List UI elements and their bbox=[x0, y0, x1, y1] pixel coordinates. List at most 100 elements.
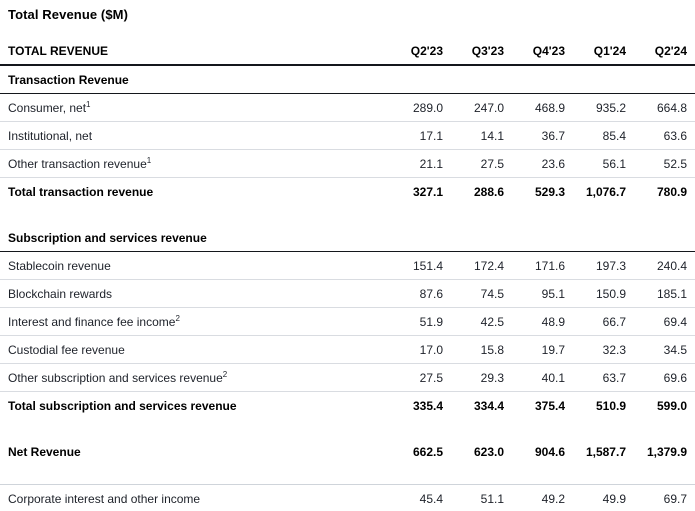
column-header-q2-23: Q2'23 bbox=[390, 37, 451, 65]
value-cell: 95.1 bbox=[512, 280, 573, 308]
value-cell: 34.5 bbox=[634, 336, 695, 364]
row-label: Subscription and services revenue bbox=[8, 231, 207, 245]
value-cell: 510.9 bbox=[573, 392, 634, 420]
revenue-report-page: Total Revenue ($M) TOTAL REVENUE Q2'23 Q… bbox=[0, 0, 695, 511]
row-label-cell: Stablecoin revenue bbox=[0, 252, 390, 280]
value-cell: 74.5 bbox=[451, 280, 512, 308]
value-cell: 63.7 bbox=[573, 364, 634, 392]
table-row-subscription-and-services-revenue: Subscription and services revenue bbox=[0, 224, 695, 252]
table-row-spacer bbox=[0, 205, 695, 224]
spacer-cell bbox=[0, 205, 695, 224]
value-cell: 240.4 bbox=[634, 252, 695, 280]
value-cell: 56.1 bbox=[573, 150, 634, 178]
value-cell bbox=[573, 65, 634, 94]
value-cell: 27.5 bbox=[451, 150, 512, 178]
row-label: Total subscription and services revenue bbox=[8, 399, 237, 413]
value-cell: 17.0 bbox=[390, 336, 451, 364]
value-cell: 150.9 bbox=[573, 280, 634, 308]
row-label-cell: Total transaction revenue bbox=[0, 178, 390, 206]
table-row-transaction-revenue: Transaction Revenue bbox=[0, 65, 695, 94]
value-cell: 334.4 bbox=[451, 392, 512, 420]
value-cell: 247.0 bbox=[451, 94, 512, 122]
footnote-marker: 2 bbox=[175, 314, 179, 323]
value-cell: 662.5 bbox=[390, 438, 451, 465]
value-cell: 51.9 bbox=[390, 308, 451, 336]
value-cell: 87.6 bbox=[390, 280, 451, 308]
value-cell: 69.6 bbox=[634, 364, 695, 392]
footnote-marker: 1 bbox=[86, 100, 90, 109]
row-label: Consumer, net bbox=[8, 101, 86, 115]
footnote-marker: 1 bbox=[147, 156, 151, 165]
row-label-cell: Other transaction revenue1 bbox=[0, 150, 390, 178]
value-cell: 32.3 bbox=[573, 336, 634, 364]
value-cell bbox=[512, 65, 573, 94]
table-row-institutional-net: Institutional, net 17.114.136.785.463.6 bbox=[0, 122, 695, 150]
table-row-other-transaction-revenue: Other transaction revenue121.127.523.656… bbox=[0, 150, 695, 178]
value-cell bbox=[451, 65, 512, 94]
value-cell: 151.4 bbox=[390, 252, 451, 280]
value-cell bbox=[451, 224, 512, 252]
row-label: Stablecoin revenue bbox=[8, 259, 111, 273]
value-cell: 48.9 bbox=[512, 308, 573, 336]
value-cell: 623.0 bbox=[451, 438, 512, 465]
spacer-cell bbox=[0, 419, 695, 438]
value-cell: 185.1 bbox=[634, 280, 695, 308]
page-title: Total Revenue ($M) bbox=[0, 0, 695, 22]
row-label-cell: Consumer, net1 bbox=[0, 94, 390, 122]
value-cell bbox=[634, 65, 695, 94]
row-label: Corporate interest and other income bbox=[8, 492, 200, 506]
value-cell: 1,379.9 bbox=[634, 438, 695, 465]
value-cell: 172.4 bbox=[451, 252, 512, 280]
table-row-blockchain-rewards: Blockchain rewards 87.674.595.1150.9185.1 bbox=[0, 280, 695, 308]
table-row-stablecoin-revenue: Stablecoin revenue151.4172.4171.6197.324… bbox=[0, 252, 695, 280]
row-label: Blockchain rewards bbox=[8, 287, 112, 301]
row-label: Institutional, net bbox=[8, 129, 92, 143]
value-cell: 1,587.7 bbox=[573, 438, 634, 465]
row-label: Custodial fee revenue bbox=[8, 343, 125, 357]
table-row-spacer bbox=[0, 419, 695, 438]
table-row-total-transaction-revenue: Total transaction revenue327.1288.6529.3… bbox=[0, 178, 695, 206]
value-cell: 664.8 bbox=[634, 94, 695, 122]
value-cell: 85.4 bbox=[573, 122, 634, 150]
value-cell: 171.6 bbox=[512, 252, 573, 280]
value-cell: 51.1 bbox=[451, 485, 512, 511]
value-cell: 27.5 bbox=[390, 364, 451, 392]
value-cell: 49.2 bbox=[512, 485, 573, 511]
value-cell: 17.1 bbox=[390, 122, 451, 150]
row-label-cell: Subscription and services revenue bbox=[0, 224, 390, 252]
value-cell: 14.1 bbox=[451, 122, 512, 150]
value-cell: 36.7 bbox=[512, 122, 573, 150]
value-cell: 19.7 bbox=[512, 336, 573, 364]
table-row-custodial-fee-revenue: Custodial fee revenue 17.015.819.732.334.… bbox=[0, 336, 695, 364]
table-body: Transaction RevenueConsumer, net1289.024… bbox=[0, 65, 695, 511]
value-cell: 63.6 bbox=[634, 122, 695, 150]
table-row-spacer bbox=[0, 465, 695, 485]
value-cell: 780.9 bbox=[634, 178, 695, 206]
table-row-net-revenue: Net Revenue 662.5623.0904.61,587.71,379.9 bbox=[0, 438, 695, 465]
value-cell: 375.4 bbox=[512, 392, 573, 420]
row-label-cell: Total subscription and services revenue bbox=[0, 392, 390, 420]
table-row-interest-and-finance-fee-income: Interest and finance fee income251.942.5… bbox=[0, 308, 695, 336]
row-label: Total transaction revenue bbox=[8, 185, 153, 199]
value-cell: 66.7 bbox=[573, 308, 634, 336]
row-label-cell: Institutional, net bbox=[0, 122, 390, 150]
table-row-total-subscription-and-services-revenue: Total subscription and services revenue 3… bbox=[0, 392, 695, 420]
value-cell: 42.5 bbox=[451, 308, 512, 336]
value-cell: 904.6 bbox=[512, 438, 573, 465]
value-cell: 15.8 bbox=[451, 336, 512, 364]
value-cell: 1,076.7 bbox=[573, 178, 634, 206]
row-label: Net Revenue bbox=[8, 445, 81, 459]
value-cell: 52.5 bbox=[634, 150, 695, 178]
revenue-table: TOTAL REVENUE Q2'23 Q3'23 Q4'23 Q1'24 Q2… bbox=[0, 37, 695, 511]
table-row-other-subscription-and-services-revenue: Other subscription and services revenue 2… bbox=[0, 364, 695, 392]
row-label-cell: Custodial fee revenue bbox=[0, 336, 390, 364]
row-label: Other subscription and services revenue bbox=[8, 371, 223, 385]
value-cell: 289.0 bbox=[390, 94, 451, 122]
column-header-q4-23: Q4'23 bbox=[512, 37, 573, 65]
row-label: Transaction Revenue bbox=[8, 73, 129, 87]
row-label-cell: Corporate interest and other income bbox=[0, 485, 390, 511]
value-cell: 45.4 bbox=[390, 485, 451, 511]
row-label-cell: Blockchain rewards bbox=[0, 280, 390, 308]
value-cell: 29.3 bbox=[451, 364, 512, 392]
value-cell bbox=[390, 65, 451, 94]
